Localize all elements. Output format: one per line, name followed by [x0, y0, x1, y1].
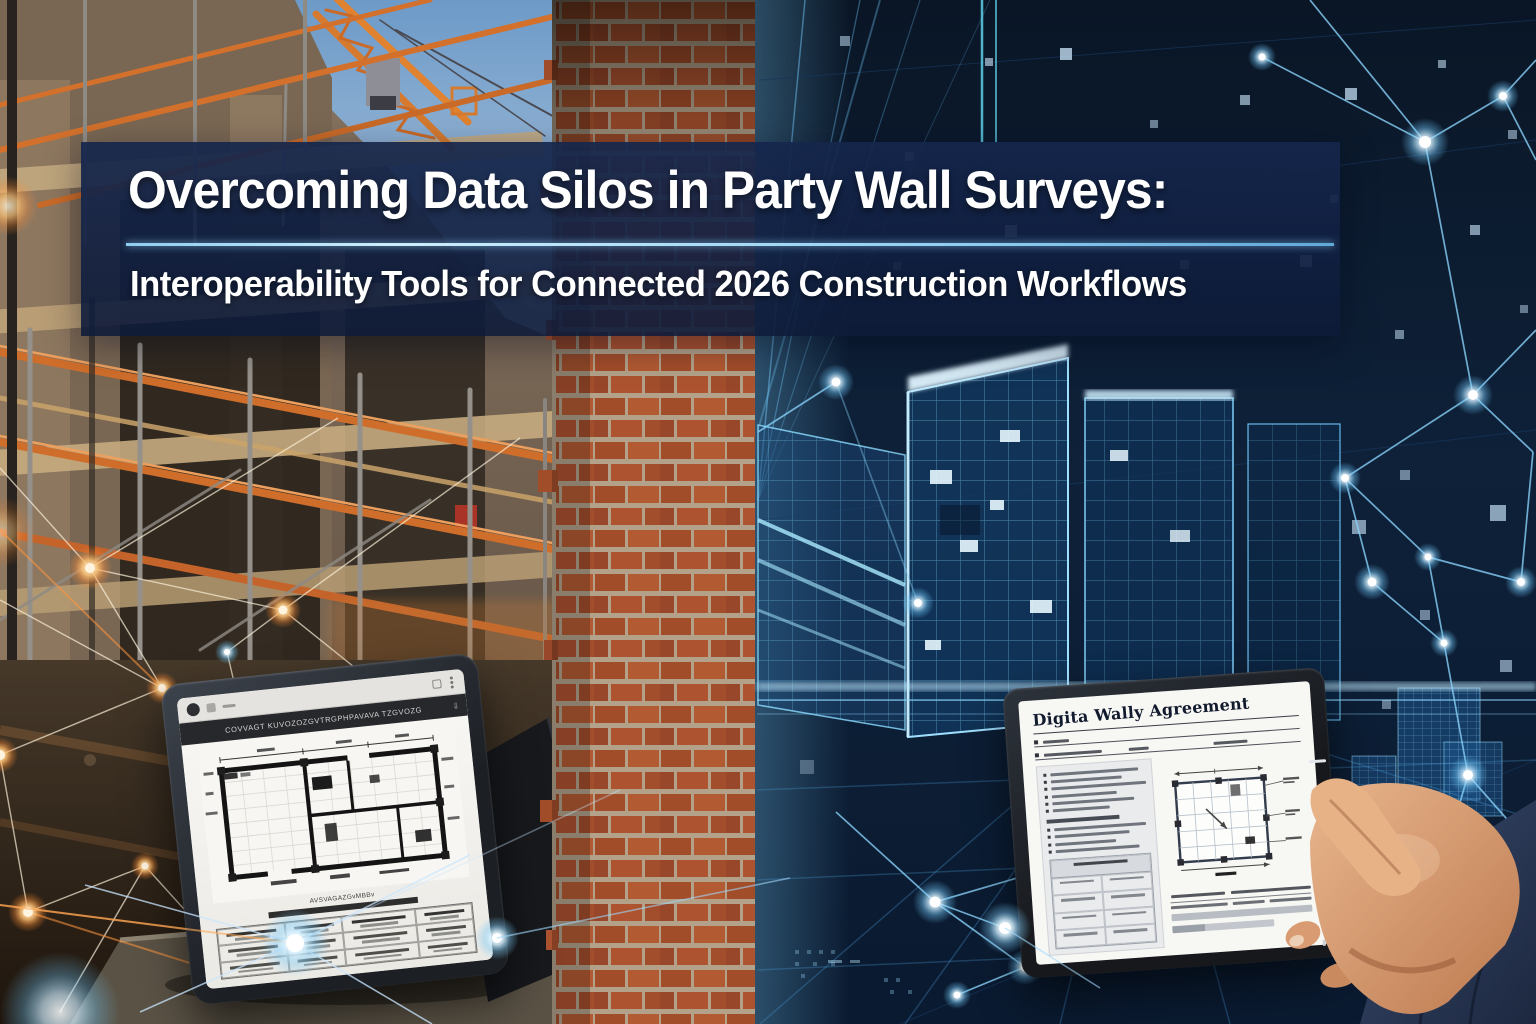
browser-avatar-icon	[186, 702, 201, 717]
bezel-reflection	[1308, 759, 1327, 764]
browser-window-icon	[431, 678, 442, 689]
title-banner: Overcoming Data Silos in Party Wall Surv…	[81, 142, 1340, 336]
field-number	[1033, 740, 1039, 745]
banner-subtitle: Interoperability Tools for Connected 202…	[130, 263, 1187, 304]
tablet-left: COVVAGT KUVOZOZGVTRGPHPAVAVA TZGVOZG ⇩	[160, 652, 510, 1006]
field-label-bar	[1043, 749, 1102, 757]
field-label-bar	[1213, 739, 1248, 745]
field-label-bar	[1128, 746, 1149, 751]
browser-tab-stub	[222, 703, 236, 708]
survey-document: AVSVAGAZGvMBBv	[181, 715, 494, 990]
browser-menu-dots-icon	[450, 680, 454, 684]
table-cell	[1105, 923, 1157, 945]
parties-table	[1049, 852, 1158, 950]
agreement-body	[1035, 748, 1315, 956]
clause-subheading	[1046, 814, 1121, 824]
download-icon: ⇩	[452, 700, 461, 711]
signature-band	[1172, 919, 1274, 934]
browser-app-icon	[206, 702, 217, 713]
floor-plan-drawing	[197, 726, 470, 904]
tablet-left-screen: COVVAGT KUVOZOZGVTRGPHPAVAVA TZGVOZG ⇩	[176, 668, 494, 990]
field-number	[1034, 753, 1040, 758]
banner-divider	[126, 243, 1334, 246]
tablet-right-screen: Digita Wally Agreement	[1018, 681, 1328, 965]
tablet-right: Digita Wally Agreement	[1002, 667, 1344, 979]
network-left	[0, 176, 521, 1024]
field-label-bar	[1042, 738, 1070, 744]
clause-list	[1035, 758, 1165, 956]
schedule-table	[215, 902, 478, 980]
table-cell	[1055, 927, 1107, 949]
party-wall-diagram	[1171, 765, 1302, 877]
banner-title: Overcoming Data Silos in Party Wall Surv…	[128, 161, 1168, 220]
diagram-column	[1160, 748, 1314, 947]
tablet-side-icons	[1322, 938, 1338, 946]
